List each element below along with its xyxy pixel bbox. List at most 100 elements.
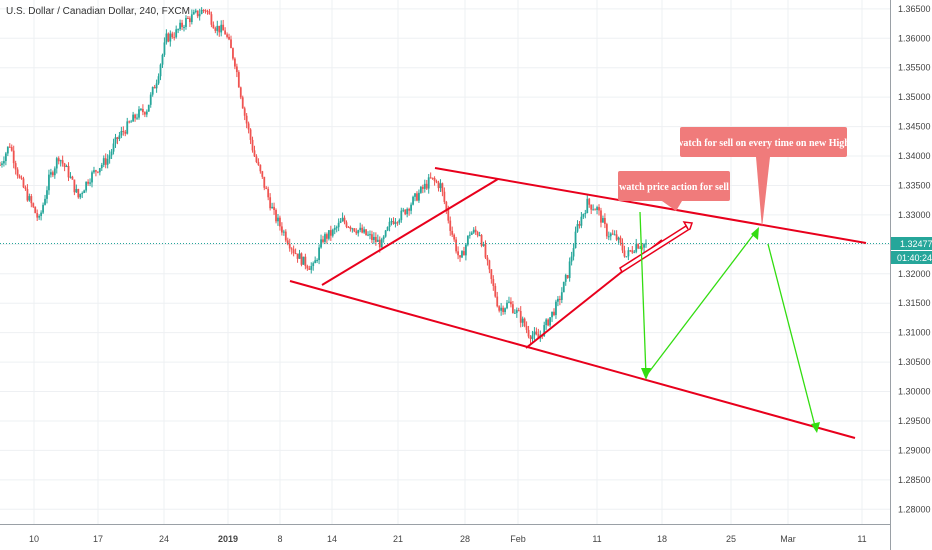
projection-leg-3 xyxy=(767,243,817,431)
candle-body xyxy=(463,251,465,256)
candle-body xyxy=(594,209,597,211)
candle-body xyxy=(181,22,183,28)
candle-body xyxy=(261,171,264,177)
descending-channel-upper xyxy=(434,167,867,244)
candle-body xyxy=(425,183,428,189)
candle-body xyxy=(71,176,74,180)
price-tick-label: 1.29500 xyxy=(898,416,931,426)
candle-body xyxy=(95,170,97,172)
candle-body xyxy=(474,229,477,233)
candle-body xyxy=(89,182,91,184)
candle-body xyxy=(53,168,56,176)
candle-body xyxy=(371,234,373,240)
candle-body xyxy=(329,230,332,236)
candle-body xyxy=(619,237,622,243)
candle-body xyxy=(314,260,317,264)
candle-body xyxy=(396,222,399,224)
countdown-badge: 01:40:24 xyxy=(891,251,932,264)
candle-body xyxy=(519,310,522,323)
candle-body xyxy=(220,24,223,33)
time-axis[interactable]: 10 17 24 2019 8 14 21 28 Feb 11 18 25 Mar 11 xyxy=(29,534,867,544)
candle-body xyxy=(128,121,131,123)
candle-body xyxy=(568,261,571,278)
candle-body xyxy=(623,250,626,257)
candle-body xyxy=(251,139,254,151)
candle-body xyxy=(269,197,272,209)
candle-body xyxy=(280,226,283,233)
candle-body xyxy=(410,204,412,211)
arrowhead-down-1 xyxy=(641,368,651,380)
candle-body xyxy=(351,228,354,230)
price-tick-label: 1.36500 xyxy=(898,4,931,14)
candle-body xyxy=(641,247,643,249)
projection-path xyxy=(639,211,817,431)
candle-body xyxy=(273,206,275,210)
candle-body xyxy=(40,212,43,216)
price-tick-label: 1.34500 xyxy=(898,122,931,132)
candle-body xyxy=(73,179,76,193)
candle-body xyxy=(59,160,62,162)
upward-arrow xyxy=(619,221,694,274)
projection-leg-1 xyxy=(639,211,647,377)
candle-body xyxy=(353,228,356,232)
candle-body xyxy=(455,239,458,252)
candle-body xyxy=(508,301,510,303)
candle-body xyxy=(4,153,7,162)
candle-body xyxy=(316,260,319,262)
candle-body xyxy=(558,298,561,300)
projection-leg-2 xyxy=(645,229,758,377)
price-tick-label: 1.34000 xyxy=(898,151,931,161)
candle-body xyxy=(155,83,158,89)
candle-body xyxy=(453,234,456,240)
candle-body xyxy=(61,160,64,164)
candle-body xyxy=(609,233,612,237)
candle-body xyxy=(241,97,244,109)
candle-body xyxy=(208,11,211,15)
candle-body xyxy=(12,150,15,164)
candle-body xyxy=(603,218,606,225)
candle-body xyxy=(367,234,369,236)
candle-body xyxy=(255,156,258,162)
candle-body xyxy=(110,151,113,156)
candle-body xyxy=(545,319,548,326)
candle-body xyxy=(627,250,630,257)
candle-body xyxy=(613,234,616,236)
candle-body xyxy=(631,250,634,253)
candle-body xyxy=(437,182,440,189)
candle-body xyxy=(3,161,5,164)
candle-body xyxy=(183,26,185,28)
candle-body xyxy=(271,206,274,209)
price-tick-label: 1.28500 xyxy=(898,475,931,485)
price-tick-label: 1.35000 xyxy=(898,92,931,102)
candle-body xyxy=(171,33,174,38)
candle-body xyxy=(185,18,187,27)
candle-body xyxy=(169,33,172,42)
candle-body xyxy=(523,318,526,327)
candle-body xyxy=(586,198,589,214)
candle-body xyxy=(605,224,608,237)
candle-body xyxy=(521,318,524,323)
candle-body xyxy=(149,94,152,105)
candle-body xyxy=(245,115,248,124)
candle-body xyxy=(36,213,39,218)
price-tick-label: 1.28000 xyxy=(898,504,931,514)
candle-body xyxy=(557,298,559,302)
candle-body xyxy=(187,18,189,20)
candle-body xyxy=(372,236,375,240)
candle-body xyxy=(498,306,501,311)
rising-support-line-1 xyxy=(321,178,499,286)
candle-body xyxy=(468,234,471,236)
candle-body xyxy=(161,54,164,65)
candle-body xyxy=(210,14,213,25)
candle-body xyxy=(257,161,260,165)
candle-body xyxy=(214,28,217,31)
price-tick-label: 1.33500 xyxy=(898,180,931,190)
arrowhead-down-2 xyxy=(811,422,820,433)
candle-body xyxy=(459,255,461,258)
candle-body xyxy=(265,187,268,189)
candle-body xyxy=(91,172,93,183)
candle-body xyxy=(472,229,475,233)
candle-body xyxy=(286,240,289,244)
candle-body xyxy=(465,244,467,256)
